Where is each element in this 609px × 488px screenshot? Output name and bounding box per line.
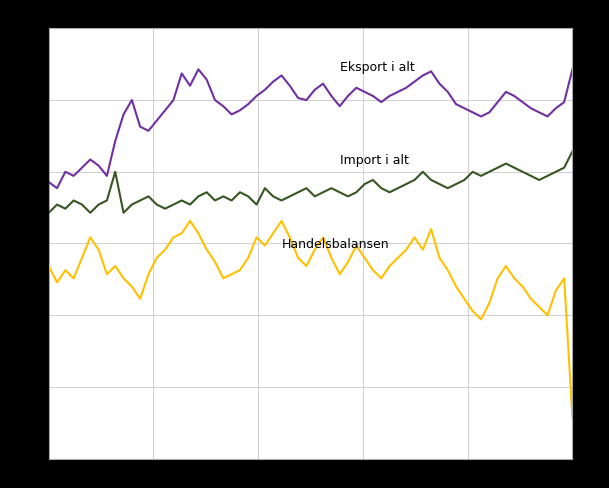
Text: Import i alt: Import i alt (340, 153, 409, 166)
Text: Eksport i alt: Eksport i alt (340, 61, 415, 74)
Text: Handelsbalansen: Handelsbalansen (281, 237, 389, 250)
